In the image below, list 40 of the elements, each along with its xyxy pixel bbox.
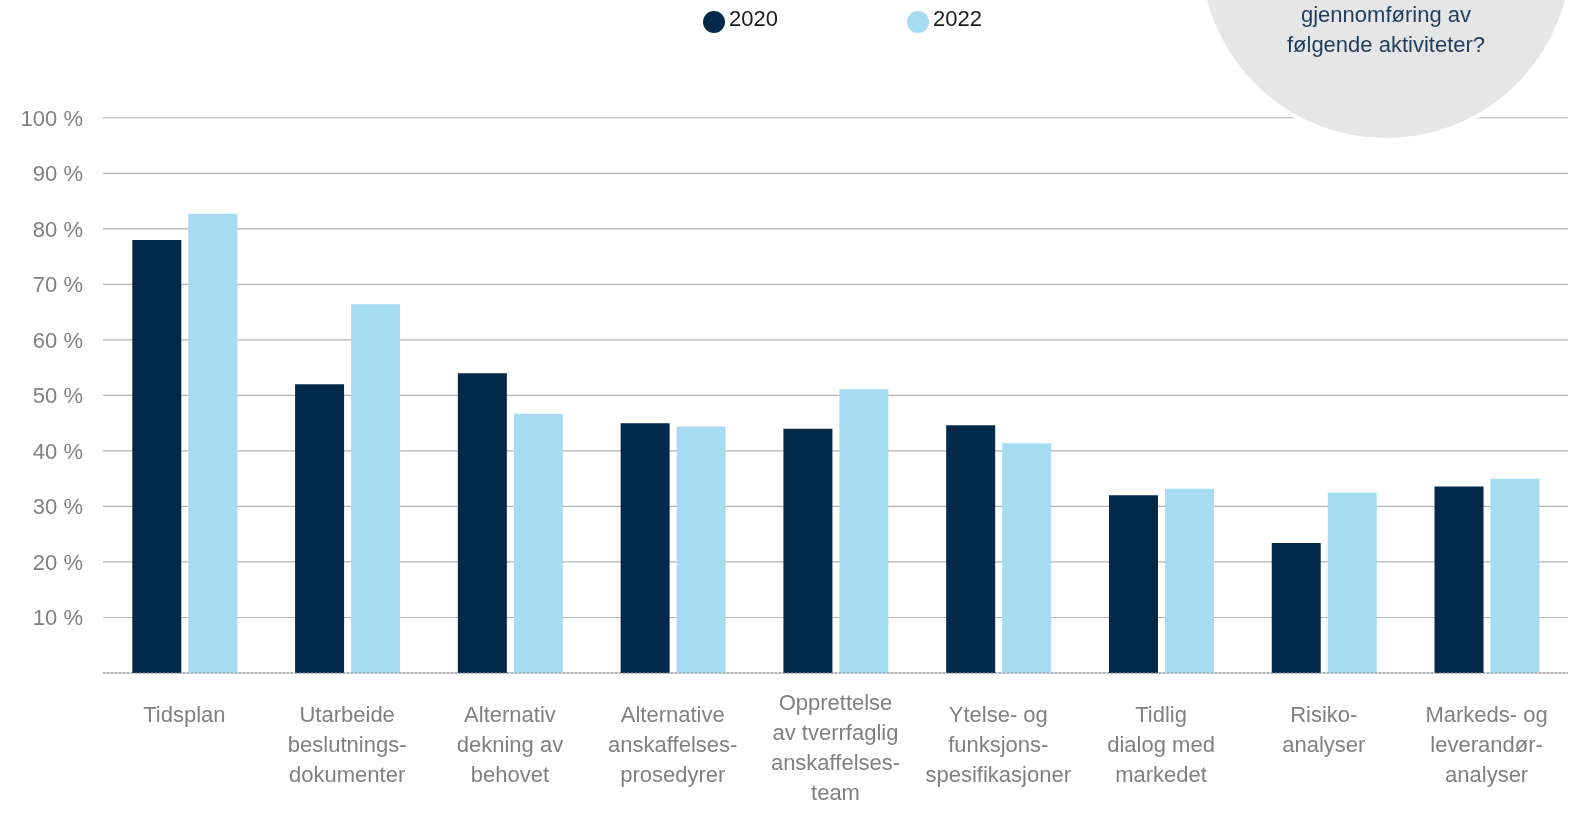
x-tick-label: Tidsplan xyxy=(143,702,226,727)
bar xyxy=(513,413,563,673)
bar xyxy=(620,423,670,673)
bar xyxy=(1271,543,1321,673)
x-tick-label: Alternativ dekning av behovet xyxy=(456,702,564,787)
x-tick-label: Opprettelse av tverrfaglig anskaffelses- team xyxy=(770,690,901,805)
bar xyxy=(132,239,182,673)
bar xyxy=(676,426,726,673)
x-tick-label: Tidlig dialog med markedet xyxy=(1107,702,1215,787)
y-tick-label: 70 % xyxy=(32,272,83,298)
y-tick-label: 100 % xyxy=(20,105,83,131)
y-tick-label: 80 % xyxy=(32,216,83,242)
x-tick-label: Risiko- analyser xyxy=(1282,702,1366,757)
y-tick-label: 10 % xyxy=(32,605,83,631)
bar xyxy=(1490,478,1540,673)
text: gjennomføring av følgende aktiviteter? xyxy=(1285,1,1487,59)
y-tick-label: 30 % xyxy=(32,494,83,520)
legend-label: 2022 xyxy=(933,6,983,31)
x-tick-label: Ytelse- og funksjons- spesifikasjoner xyxy=(925,702,1072,787)
x-tick-label: Markeds- og leverandør- analyser xyxy=(1425,702,1548,787)
bar xyxy=(295,384,345,673)
bar xyxy=(783,428,833,673)
bar xyxy=(1164,488,1214,673)
bar xyxy=(1434,486,1484,673)
bar xyxy=(1327,492,1377,673)
y-tick-label: 90 % xyxy=(32,161,83,187)
legend-label: 2020 xyxy=(729,6,779,31)
bar xyxy=(839,389,889,673)
bar xyxy=(457,373,507,673)
y-tick-label: 40 % xyxy=(32,438,83,464)
x-tick-label: Utarbeide beslutnings- dokumenter xyxy=(287,702,407,787)
bar xyxy=(946,425,996,673)
y-tick-label: 60 % xyxy=(32,327,83,353)
y-tick-label: 50 % xyxy=(32,383,83,409)
x-tick-label: Alternative anskaffelses- prosedyrer xyxy=(608,702,738,787)
bar xyxy=(351,304,401,673)
y-tick-label: 20 % xyxy=(32,549,83,575)
bar xyxy=(1002,443,1052,673)
bar xyxy=(1108,495,1158,673)
bar xyxy=(188,213,238,673)
